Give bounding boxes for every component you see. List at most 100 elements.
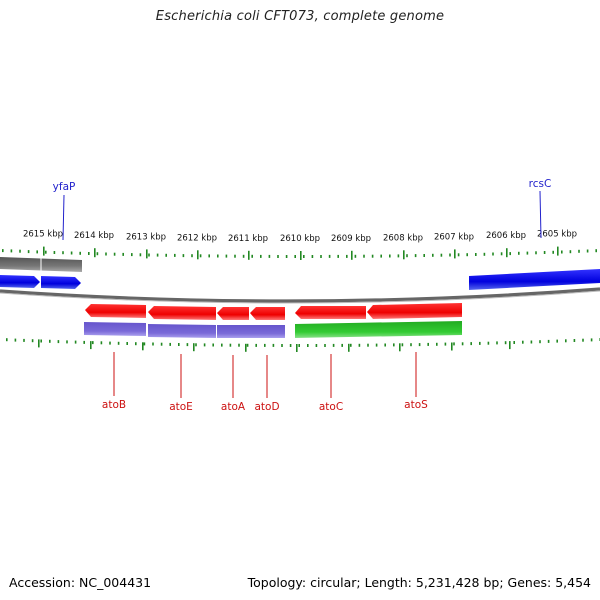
ruler-minor-tick: [483, 252, 486, 256]
ruler-minor-tick: [543, 251, 546, 254]
inner-ruler-minor-tick: [246, 343, 249, 347]
inner-ruler-minor-tick: [83, 340, 85, 344]
inner-ruler-minor-tick: [186, 343, 189, 347]
inner-ruler-minor-tick: [212, 343, 214, 347]
inner-ruler-minor-tick: [238, 343, 240, 347]
ruler-minor-tick: [432, 253, 434, 257]
tick-label: 2613 kbp: [126, 232, 166, 242]
inner-ruler-minor-tick: [281, 344, 283, 347]
inner-ruler-minor-tick: [221, 343, 223, 347]
ruler-minor-tick: [53, 251, 56, 254]
label-rcsC: rcsC: [529, 178, 552, 190]
inner-ruler-minor-tick: [152, 342, 154, 346]
inner-ruler-major-tick: [296, 344, 298, 352]
inner-ruler-minor-tick: [100, 341, 103, 345]
ruler-major-tick: [403, 250, 405, 260]
inner-ruler-minor-tick: [453, 342, 455, 346]
ruler-major-tick: [248, 250, 250, 260]
ruler-minor-tick: [217, 254, 219, 258]
inner-ruler-minor-tick: [401, 343, 404, 347]
inner-ruler-minor-tick: [358, 343, 361, 347]
label-atoE: atoE: [169, 401, 193, 413]
inner-ruler-minor-tick: [6, 338, 8, 342]
inner-ruler-major-tick: [509, 341, 511, 350]
label-atoD: atoD: [254, 401, 279, 413]
inner-ruler-minor-tick: [315, 344, 318, 347]
inner-ruler-minor-tick: [195, 343, 197, 347]
tick-label: 2605 kbp: [537, 230, 577, 240]
ruler-major-tick: [197, 250, 199, 260]
ruler-minor-tick: [260, 254, 262, 258]
ruler-minor-tick: [199, 254, 202, 258]
ruler-major-tick: [43, 246, 45, 256]
tick-label: 2614 kbp: [74, 231, 114, 241]
outer-tick-ruler: [2, 246, 597, 260]
inner-ruler-minor-tick: [135, 342, 137, 346]
label-yfaP: yfaP: [53, 181, 76, 193]
ruler-minor-tick: [346, 254, 348, 258]
inner-ruler-minor-tick: [547, 339, 550, 343]
ruler-minor-tick: [397, 254, 400, 258]
ruler-minor-tick: [96, 252, 99, 256]
tick-label: 2608 kbp: [383, 233, 423, 243]
inner-ruler-minor-tick: [461, 342, 464, 346]
ruler-major-tick: [557, 246, 559, 256]
leader-rcsC: [539, 190, 542, 239]
ruler-minor-tick: [500, 252, 503, 256]
inner-ruler-minor-tick: [74, 340, 77, 344]
gene-atoS: [367, 303, 462, 319]
inner-ruler-minor-tick: [350, 343, 352, 347]
inner-ruler-minor-tick: [427, 342, 429, 346]
ruler-minor-tick: [595, 249, 597, 253]
inner-ruler-minor-tick: [307, 344, 309, 347]
tick-label: 2609 kbp: [331, 234, 371, 244]
ruler-minor-tick: [105, 252, 107, 256]
ruler-minor-tick: [561, 250, 563, 254]
inner-ruler-major-tick: [451, 342, 453, 351]
inner-ruler-minor-tick: [117, 341, 120, 345]
inner-ruler-minor-tick: [49, 339, 51, 343]
inner-ruler-minor-tick: [393, 343, 395, 347]
gene-atoB: [85, 304, 146, 318]
ruler-minor-tick: [113, 252, 116, 256]
ruler-minor-tick: [148, 253, 150, 257]
ruler-minor-tick: [234, 254, 236, 258]
inner-tick-ruler: [6, 338, 600, 352]
inner-ruler-minor-tick: [169, 342, 171, 346]
ruler-minor-tick: [320, 255, 322, 258]
tick-labels: 2615 kbp 2614 kbp 2613 kbp 2612 kbp 2611 kbp…: [23, 230, 577, 244]
ruler-minor-tick: [62, 251, 64, 255]
ruler-minor-tick: [569, 250, 572, 254]
inner-ruler-minor-tick: [272, 343, 275, 347]
cog-band-purple-3: [217, 325, 285, 338]
genome-backbone-highlight: [0, 290, 600, 304]
inner-ruler-minor-tick: [479, 341, 481, 345]
inner-ruler-minor-tick: [582, 338, 584, 342]
ruler-minor-tick: [406, 254, 408, 258]
ruler-minor-tick: [578, 249, 580, 253]
ruler-minor-tick: [88, 252, 90, 255]
inner-ruler-minor-tick: [341, 343, 343, 347]
ruler-minor-tick: [509, 252, 511, 256]
inner-ruler-minor-tick: [229, 343, 232, 347]
inner-ruler-minor-tick: [66, 340, 68, 344]
inner-ruler-minor-tick: [496, 341, 498, 345]
inner-ruler-minor-tick: [565, 339, 567, 343]
inner-ruler-minor-tick: [530, 340, 533, 344]
ruler-minor-tick: [139, 253, 142, 257]
ruler-minor-tick: [191, 254, 193, 258]
ruler-major-tick: [351, 250, 353, 260]
tick-label: 2610 kbp: [280, 234, 320, 244]
ruler-minor-tick: [389, 254, 391, 258]
ruler-minor-tick: [242, 254, 245, 258]
inner-ruler-major-tick: [399, 343, 401, 352]
ruler-minor-tick: [311, 255, 314, 258]
ruler-minor-tick: [492, 252, 494, 256]
inner-ruler-minor-tick: [40, 339, 42, 343]
tick-label: 2607 kbp: [434, 232, 474, 242]
tick-label: 2611 kbp: [228, 234, 268, 244]
ruler-minor-tick: [268, 254, 271, 258]
ruler-minor-tick: [208, 254, 210, 258]
inner-ruler-minor-tick: [298, 344, 300, 347]
